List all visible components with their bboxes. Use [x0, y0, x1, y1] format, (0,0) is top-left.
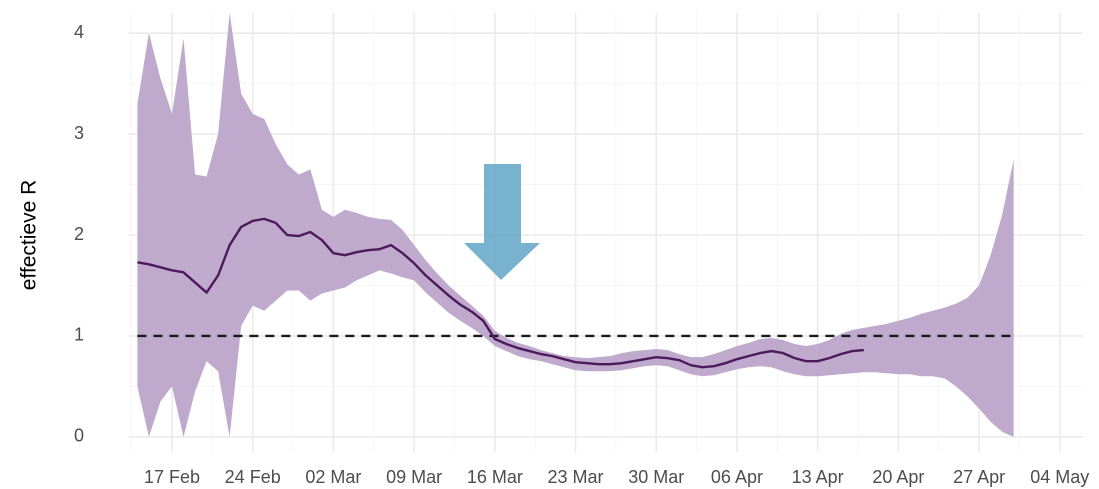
y-axis-label: effectieve R — [18, 180, 41, 291]
y-tick-label: 1 — [74, 325, 84, 345]
x-tick-label: 24 Feb — [225, 467, 281, 487]
y-tick-label: 3 — [74, 123, 84, 143]
x-tick-label: 16 Mar — [467, 467, 523, 487]
y-tick-label: 4 — [74, 22, 84, 42]
x-tick-label: 09 Mar — [386, 467, 442, 487]
marks — [137, 13, 1014, 437]
x-tick-label: 27 Apr — [953, 467, 1005, 487]
x-tick-label: 04 May — [1030, 467, 1089, 487]
x-tick-label: 06 Apr — [711, 467, 763, 487]
x-tick-label: 02 Mar — [305, 467, 361, 487]
x-tick-label: 13 Apr — [792, 467, 844, 487]
arrow — [464, 164, 540, 280]
x-tick-label: 17 Feb — [144, 467, 200, 487]
arrow-shape — [464, 164, 540, 280]
x-tick-label: 30 Mar — [628, 467, 684, 487]
line — [137, 217, 864, 369]
x-tick-label: 23 Mar — [548, 467, 604, 487]
y-tick-label: 0 — [74, 426, 84, 446]
confidence-band — [137, 13, 1014, 437]
x-tick-label: 20 Apr — [872, 467, 924, 487]
y-tick-label: 2 — [74, 224, 84, 244]
